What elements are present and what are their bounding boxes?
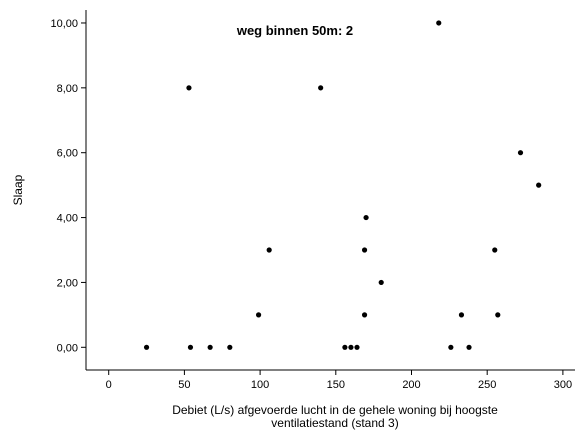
y-tick-label: 2,00 (57, 277, 78, 289)
y-tick-label: 6,00 (57, 148, 78, 160)
data-point (536, 182, 542, 188)
x-axis-ticks: 0 50 100 150 200 250 300 (106, 370, 572, 391)
data-point (458, 312, 465, 318)
data-point (266, 247, 272, 253)
data-point (495, 312, 501, 318)
data-point (448, 344, 454, 350)
x-tick-label: 300 (554, 379, 572, 391)
y-tick-label: 10,00 (50, 18, 78, 30)
data-point (348, 344, 354, 350)
data-point (187, 344, 194, 350)
chart-title: weg binnen 50m: 2 (236, 23, 353, 38)
data-point (342, 344, 348, 350)
data-point (186, 85, 192, 91)
x-tick-label: 0 (106, 379, 112, 391)
x-tick-label: 200 (402, 379, 420, 391)
data-point (436, 20, 442, 26)
data-points (143, 20, 542, 350)
data-point (466, 344, 472, 350)
data-point (207, 344, 213, 350)
data-point (255, 312, 262, 318)
y-tick-label: 8,00 (57, 83, 78, 95)
data-point (318, 85, 324, 91)
x-tick-label: 100 (251, 379, 269, 391)
plot-area (85, 10, 575, 371)
data-point (517, 150, 524, 156)
x-axis-title-line-1: Debiet (L/s) afgevoerde lucht in de gehe… (172, 403, 498, 417)
x-tick-label: 150 (327, 379, 345, 391)
data-point (363, 214, 369, 221)
data-point (361, 312, 368, 318)
data-point (361, 247, 368, 253)
y-axis-ticks: 0,00 2,00 4,00 6,00 8,00 10,00 (50, 18, 86, 354)
y-tick-label: 0,00 (57, 342, 78, 354)
data-point (227, 344, 233, 350)
x-tick-label: 50 (178, 379, 190, 391)
y-tick-label: 4,00 (57, 213, 78, 225)
data-point (143, 344, 150, 350)
data-point (354, 344, 360, 350)
y-axis-title: Slaap (11, 174, 25, 205)
x-tick-label: 250 (478, 379, 496, 391)
x-axis-title-line-2: ventilatiestand (stand 3) (271, 416, 398, 430)
data-point (492, 247, 498, 253)
data-point (378, 279, 384, 286)
